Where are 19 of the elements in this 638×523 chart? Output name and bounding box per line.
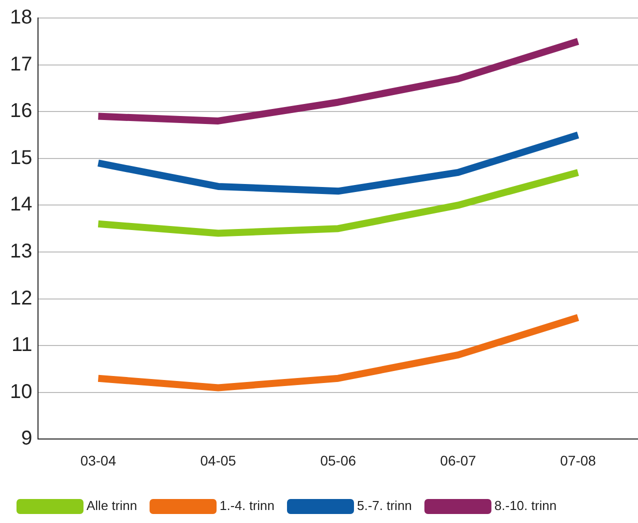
x-tick-label: 04-05 [200,452,236,468]
legend-label: 5.-7. trinn [356,498,412,514]
y-tick-label: 15 [10,146,32,169]
x-tick-label: 03-04 [80,452,116,468]
y-tick-label: 14 [10,194,32,216]
x-tick-label: 07-08 [560,452,596,468]
y-tick-label: 11 [11,334,32,356]
y-tick-label: 17 [10,53,32,76]
y-tick-label: 18 [10,6,32,29]
x-tick-label: 05-06 [320,452,356,468]
y-tick-label: 13 [10,240,32,263]
y-tick-label: 16 [10,100,32,122]
legend-label: 8.-10. trinn [494,498,557,514]
y-tick-label: 12 [10,287,32,310]
x-tick-label: 06-07 [440,452,476,468]
y-tick-label: 9 [21,428,32,450]
legend-label: 1.-4. trinn [220,498,274,514]
y-tick-label: 10 [10,380,32,403]
legend-label: Alle trinn [86,498,138,514]
